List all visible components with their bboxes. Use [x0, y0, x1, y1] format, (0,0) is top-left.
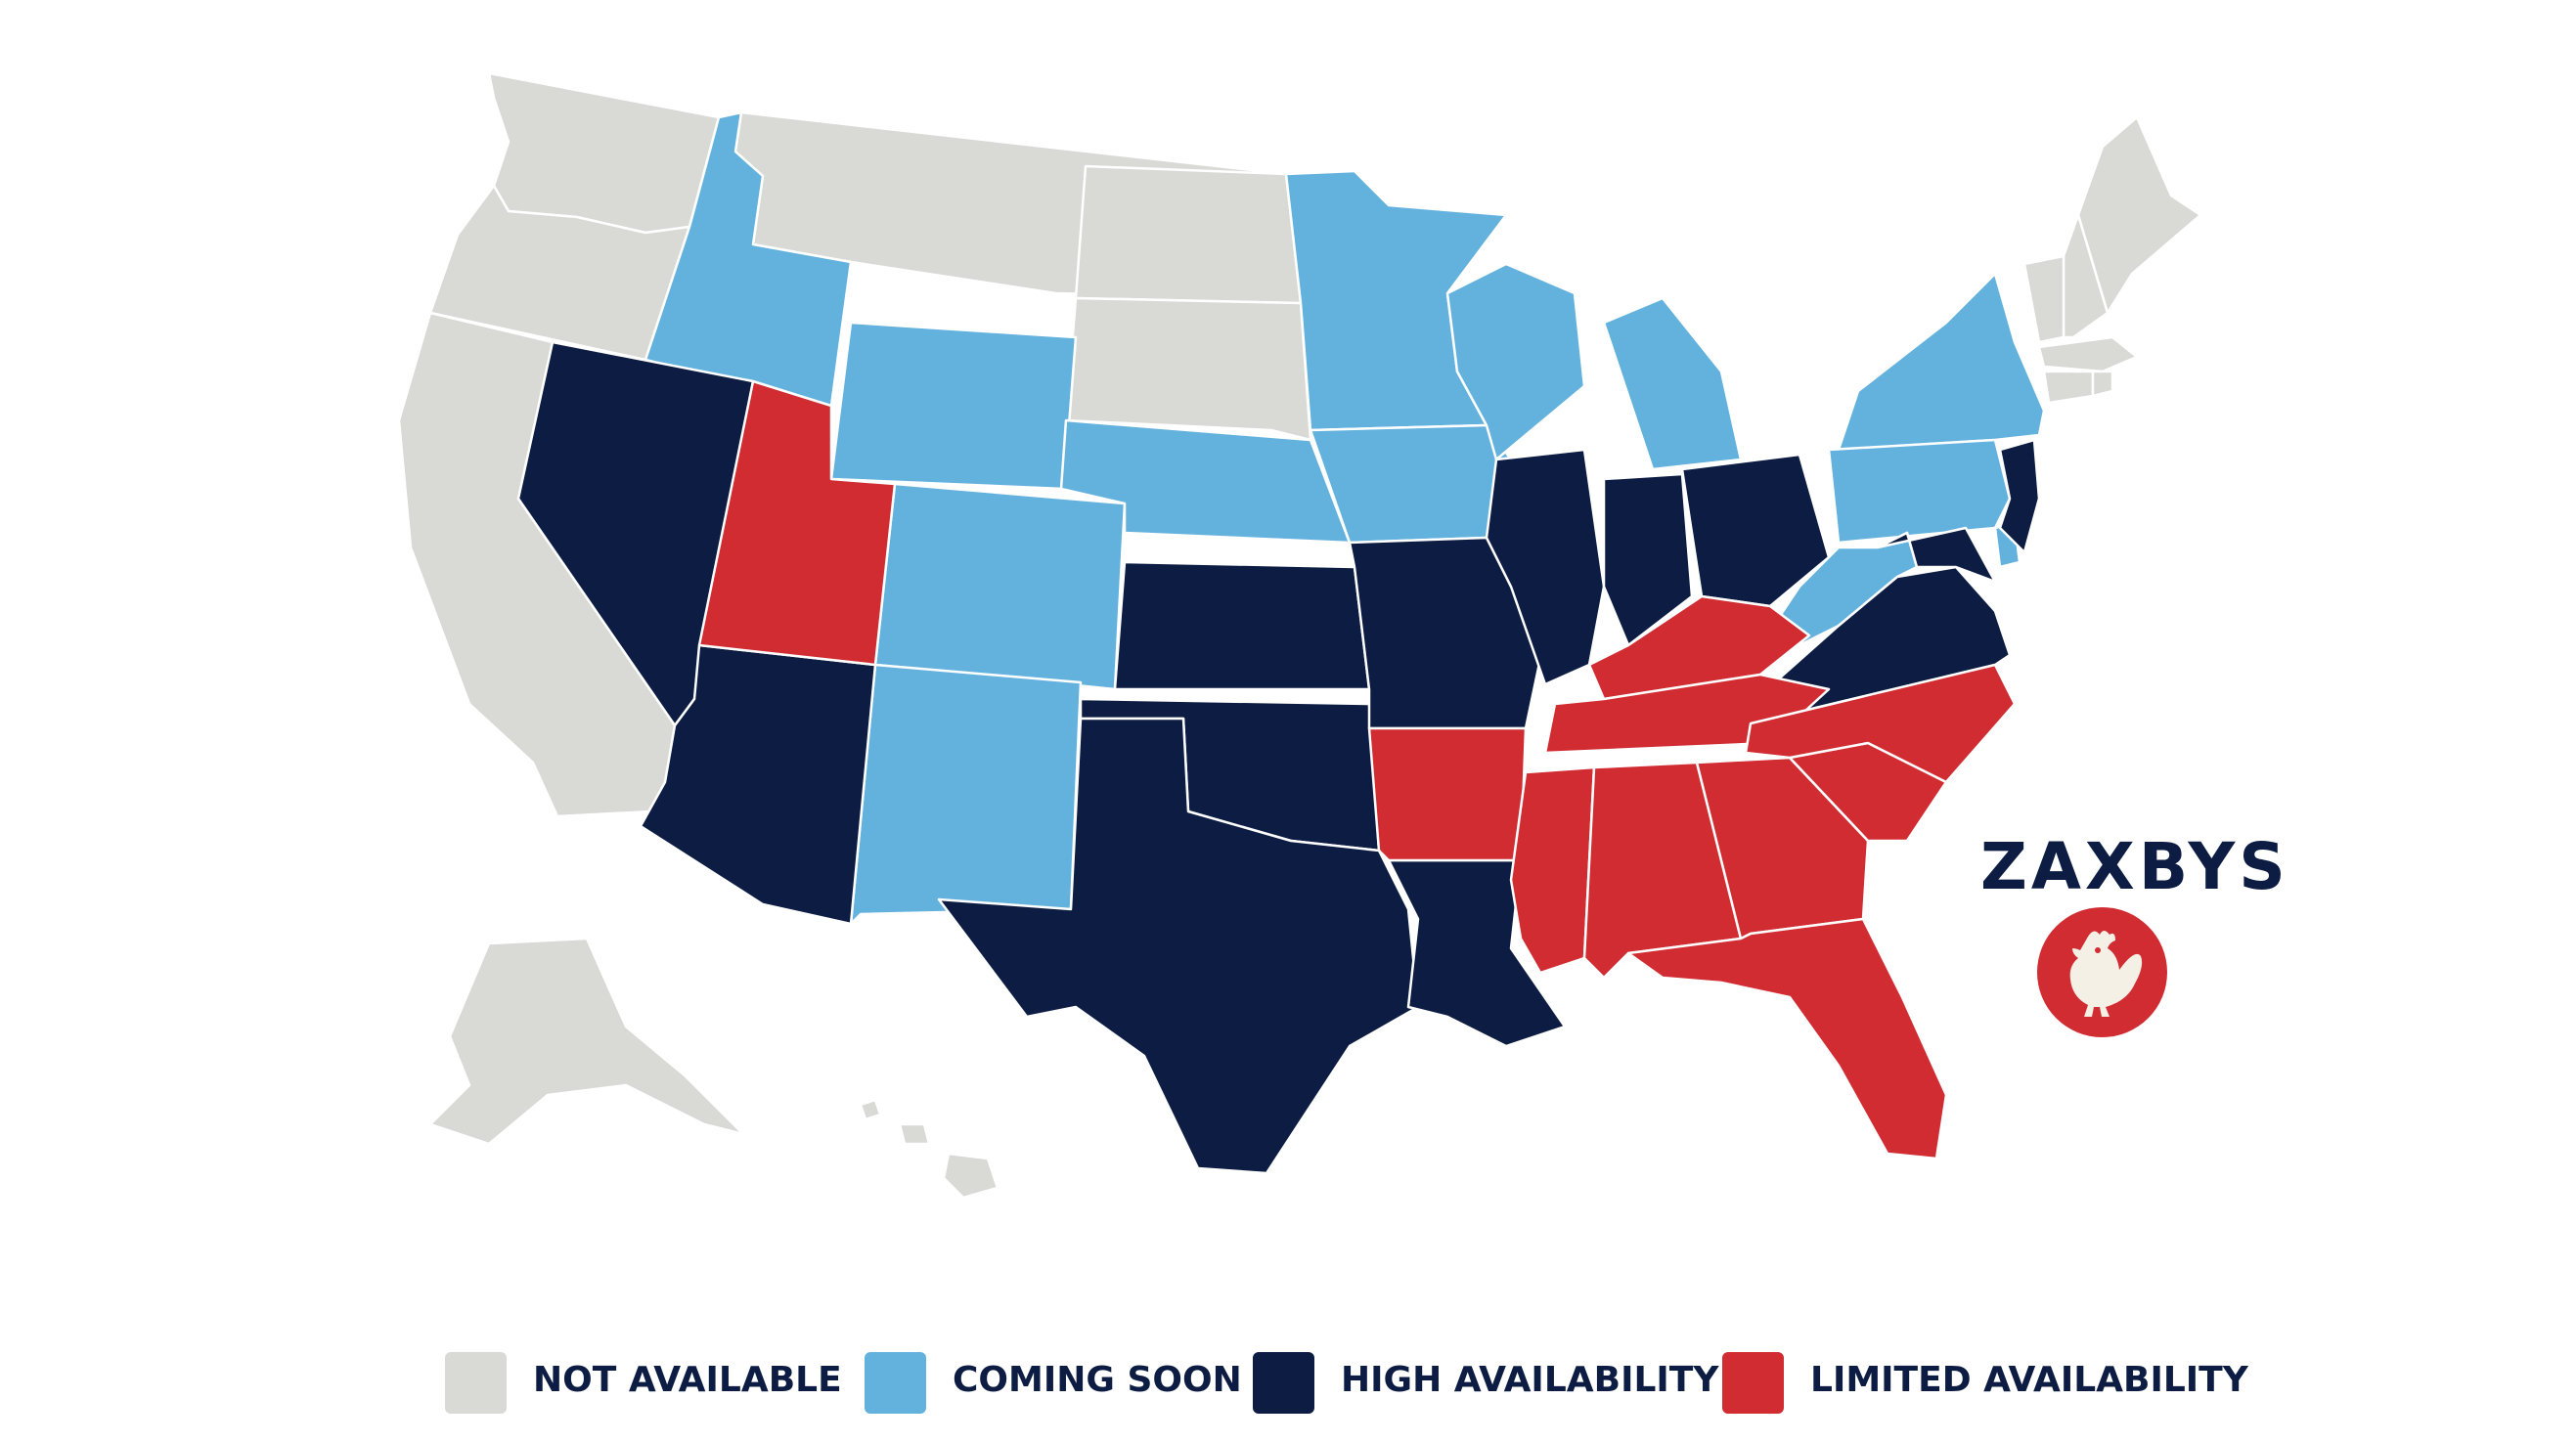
state-nj — [1998, 438, 2041, 554]
state-tx — [937, 717, 1420, 1175]
state-ar — [1367, 726, 1528, 862]
legend-swatch — [1722, 1352, 1784, 1414]
state-il — [1485, 448, 1606, 686]
legend-label: LIMITED AVAILABILITY — [1810, 1360, 2248, 1400]
state-co — [873, 482, 1127, 691]
state-ms — [1509, 765, 1596, 975]
state-hi — [859, 1098, 999, 1200]
state-ma — [2037, 335, 2139, 373]
state-wa — [487, 71, 721, 235]
legend-swatch — [1253, 1352, 1314, 1414]
state-vt — [2022, 254, 2065, 344]
states-layer — [397, 71, 2202, 1200]
state-in — [1602, 472, 1694, 647]
state-ct — [2042, 370, 2095, 405]
state-pa — [1827, 438, 2012, 545]
legend-swatch — [865, 1352, 926, 1414]
state-nc — [1744, 663, 2017, 784]
state-ak — [428, 937, 745, 1146]
state-sd — [1064, 296, 1312, 442]
state-nd — [1074, 164, 1303, 305]
state-ri — [2091, 370, 2114, 398]
state-nm — [849, 663, 1083, 926]
state-mi — [1602, 296, 1743, 471]
state-id — [644, 110, 853, 408]
state-wy — [829, 321, 1078, 491]
state-az — [639, 643, 877, 926]
state-md — [1876, 526, 1997, 584]
state-oh — [1680, 453, 1831, 608]
state-ut — [697, 379, 897, 667]
legend-label: NOT AVAILABLE — [533, 1360, 842, 1400]
state-fl — [1626, 917, 1948, 1160]
legend-label: HIGH AVAILABILITY — [1341, 1360, 1719, 1400]
state-ks — [1113, 560, 1371, 691]
zaxbys-wordmark: ZAXBYS — [1980, 829, 2289, 904]
state-me — [2076, 115, 2202, 315]
legend-label: COMING SOON — [953, 1360, 1242, 1400]
availability-map — [397, 71, 2202, 1200]
rooster-icon — [2037, 907, 2167, 1037]
state-ne — [1059, 418, 1352, 545]
legend-swatch — [445, 1352, 507, 1414]
state-wi — [1445, 262, 1586, 461]
us-map — [397, 71, 2202, 1200]
state-ny — [1837, 272, 2046, 452]
